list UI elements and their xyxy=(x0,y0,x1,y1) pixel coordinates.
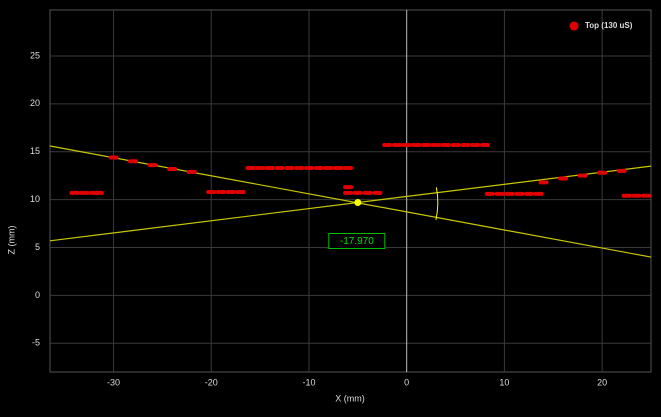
y-tick-label: 0 xyxy=(35,290,40,300)
data-point xyxy=(323,166,334,171)
data-point xyxy=(69,190,80,195)
data-point xyxy=(245,166,256,171)
data-point xyxy=(401,143,412,148)
data-point xyxy=(391,143,402,148)
data-point xyxy=(577,173,588,178)
data-point xyxy=(523,191,534,196)
data-point xyxy=(274,166,285,171)
data-point xyxy=(538,180,549,185)
data-point xyxy=(494,191,505,196)
data-point xyxy=(333,166,344,171)
data-point xyxy=(597,170,608,175)
data-point xyxy=(514,191,525,196)
data-point xyxy=(484,191,495,196)
data-point xyxy=(558,176,569,181)
data-point xyxy=(352,190,363,195)
data-point xyxy=(284,166,295,171)
intersection-point xyxy=(354,198,362,206)
data-point xyxy=(440,143,451,148)
data-point xyxy=(372,190,383,195)
angle-arc xyxy=(435,187,439,221)
x-tick-label: -30 xyxy=(107,377,120,387)
angle-label: -17.970 xyxy=(340,236,374,247)
data-point xyxy=(504,191,515,196)
angle-label-box xyxy=(328,232,386,249)
y-tick-label: -5 xyxy=(32,338,40,348)
data-point xyxy=(255,166,266,171)
data-point xyxy=(264,166,275,171)
y-tick-label: 5 xyxy=(35,242,40,252)
data-point xyxy=(294,166,305,171)
data-point xyxy=(313,166,324,171)
data-point xyxy=(470,143,481,148)
x-tick-label: 0 xyxy=(404,377,409,387)
data-point xyxy=(186,169,197,174)
data-point xyxy=(225,189,236,194)
y-tick-label: 10 xyxy=(30,194,40,204)
data-point xyxy=(631,193,642,198)
data-point xyxy=(460,143,471,148)
x-tick-label: 10 xyxy=(499,377,509,387)
y-tick-label: 20 xyxy=(30,98,40,108)
data-point xyxy=(616,168,627,173)
data-point xyxy=(235,189,246,194)
data-point xyxy=(431,143,442,148)
data-point xyxy=(479,143,490,148)
data-point xyxy=(621,193,632,198)
data-point xyxy=(343,166,354,171)
data-point xyxy=(362,190,373,195)
data-point xyxy=(343,190,354,195)
data-point xyxy=(128,159,139,164)
y-tick-label: 15 xyxy=(30,146,40,156)
data-point xyxy=(382,143,393,148)
data-point xyxy=(411,143,422,148)
data-point xyxy=(147,163,158,168)
data-point xyxy=(167,166,178,171)
x-tick-label: -10 xyxy=(302,377,315,387)
data-point xyxy=(108,155,119,160)
legend-marker xyxy=(569,21,579,31)
data-point xyxy=(206,189,217,194)
data-point xyxy=(343,185,354,190)
data-point xyxy=(216,189,227,194)
data-point xyxy=(533,191,544,196)
x-axis-label: X (mm) xyxy=(335,393,365,403)
data-point xyxy=(93,190,104,195)
data-point xyxy=(641,193,652,198)
data-point xyxy=(450,143,461,148)
x-tick-label: -20 xyxy=(205,377,218,387)
data-point xyxy=(79,190,90,195)
y-axis-label: Z (mm) xyxy=(6,226,16,255)
fit-line xyxy=(49,165,652,242)
x-tick-label: 20 xyxy=(597,377,607,387)
legend-label: Top (130 uS) xyxy=(585,21,633,30)
data-point xyxy=(303,166,314,171)
data-point xyxy=(421,143,432,148)
y-tick-label: 25 xyxy=(30,50,40,60)
